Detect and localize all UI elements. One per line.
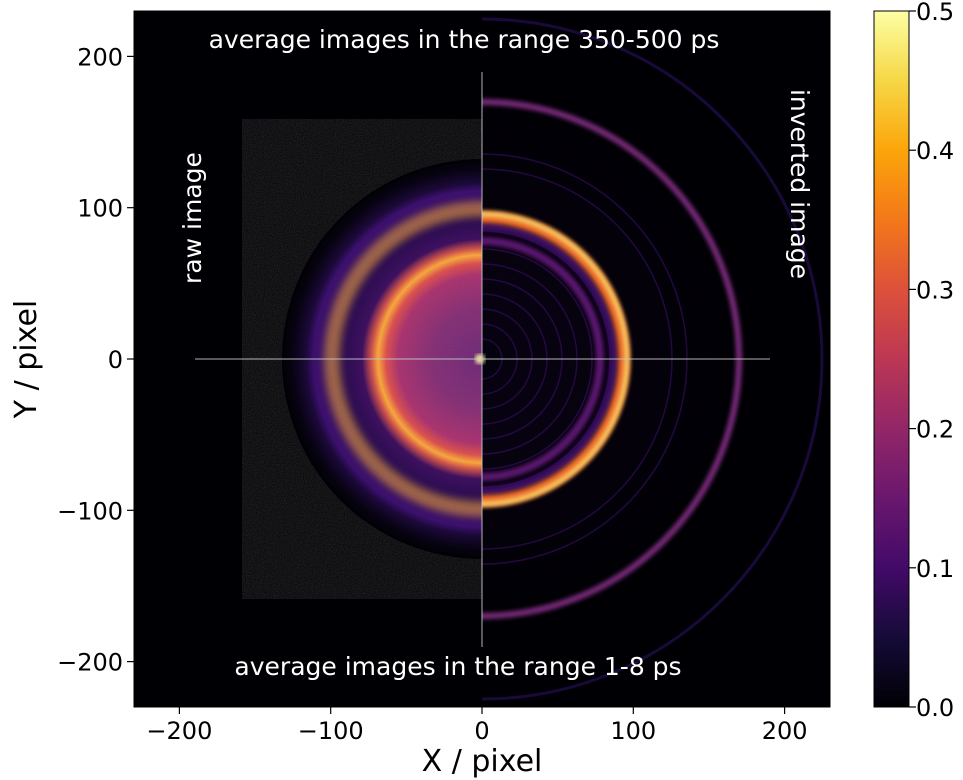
- crosshair: [195, 72, 770, 647]
- x-tick-label: 200: [762, 717, 808, 745]
- y-tick-label: −200: [57, 649, 123, 677]
- y-axis-label: Y / pixel: [9, 300, 44, 420]
- colorbar-tick-label: 0.5: [916, 0, 954, 26]
- y-tick-label: −100: [57, 497, 123, 525]
- annotation-top: average images in the range 350-500 ps: [209, 25, 720, 54]
- colorbar-axis: 0.0 0.1 0.2 0.3 0.4 0.5: [909, 0, 954, 722]
- x-tick-label: −100: [298, 717, 364, 745]
- x-axis: −200 −100 0 100 200: [146, 707, 808, 745]
- y-tick-label: 0: [108, 346, 123, 374]
- colorbar-tick-label: 0.4: [916, 137, 954, 165]
- annotation-bottom: average images in the range 1-8 ps: [234, 652, 681, 681]
- y-tick-label: 200: [77, 43, 123, 71]
- x-tick-label: −200: [146, 717, 212, 745]
- y-tick-label: 100: [77, 195, 123, 223]
- colorbar-tick-label: 0.3: [916, 276, 954, 304]
- colorbar: [873, 10, 910, 708]
- annotation-right: inverted image: [785, 89, 814, 279]
- x-tick-label: 100: [610, 717, 656, 745]
- annotation-left: raw image: [178, 152, 207, 284]
- x-axis-label: X / pixel: [422, 744, 543, 779]
- colorbar-tick-label: 0.1: [916, 555, 954, 583]
- colorbar-tick-label: 0.2: [916, 416, 954, 444]
- y-axis: −200 −100 0 100 200: [57, 43, 134, 677]
- x-tick-label: 0: [474, 717, 489, 745]
- colorbar-tick-label: 0.0: [916, 694, 954, 722]
